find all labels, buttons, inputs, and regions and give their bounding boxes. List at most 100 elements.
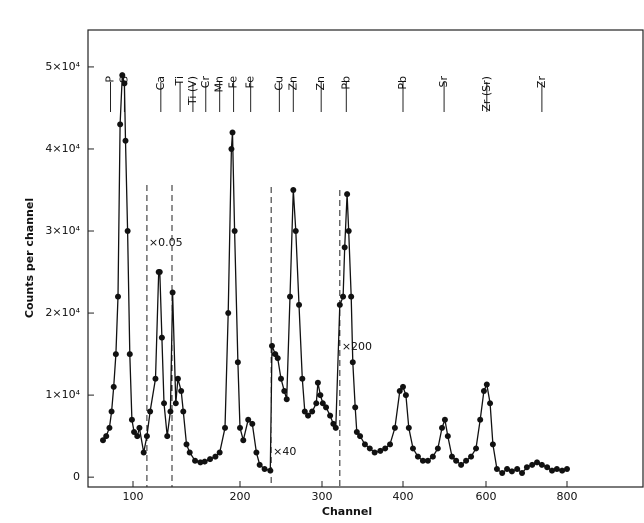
data-point <box>448 453 455 460</box>
data-point <box>274 355 281 362</box>
scale-change-label: ×200 <box>342 340 372 353</box>
data-point <box>207 456 214 463</box>
data-point <box>112 351 119 358</box>
data-point <box>514 465 521 472</box>
x-tick-label: 100 <box>123 490 144 503</box>
data-point <box>136 424 143 431</box>
element-label: P <box>104 76 117 83</box>
data-point <box>299 375 306 382</box>
element-label: Fe <box>227 76 240 89</box>
data-point <box>174 375 181 382</box>
data-point <box>458 461 465 468</box>
element-label: Pb <box>339 76 352 90</box>
data-point <box>237 424 243 431</box>
data-point <box>319 400 326 407</box>
data-point <box>434 445 441 452</box>
data-point <box>327 412 334 419</box>
data-point <box>529 461 536 468</box>
data-point <box>353 429 360 436</box>
data-point <box>453 457 460 464</box>
data-point <box>564 465 570 472</box>
data-point <box>441 416 448 423</box>
element-label: Zr (Sr) <box>480 76 493 112</box>
element-label: Ca <box>154 76 167 90</box>
y-tick-label: 3×10⁴ <box>45 224 80 237</box>
y-axis-label: Counts per channel <box>23 198 36 318</box>
data-point <box>140 449 147 456</box>
data-point <box>124 228 131 235</box>
data-point <box>400 383 406 390</box>
data-point <box>387 441 394 448</box>
data-point <box>487 400 494 407</box>
data-point <box>119 72 126 79</box>
x-tick-label: 300 <box>312 490 333 503</box>
data-point <box>103 433 110 440</box>
data-point <box>122 137 129 144</box>
data-point <box>292 228 299 235</box>
data-point <box>192 457 199 464</box>
y-tick-label: 5×10⁴ <box>45 60 80 73</box>
data-point <box>323 404 330 411</box>
data-point <box>348 293 355 300</box>
scale-change-label: ×0.05 <box>149 236 183 249</box>
data-point <box>121 80 128 87</box>
data-point <box>134 433 141 440</box>
data-point <box>115 293 121 300</box>
x-tick-label: 400 <box>393 490 414 503</box>
data-point <box>553 465 560 472</box>
data-point <box>504 465 511 472</box>
element-label: Ti <box>173 76 186 86</box>
data-point <box>468 453 475 460</box>
data-point <box>499 470 506 477</box>
data-point <box>156 269 163 276</box>
data-point <box>234 359 241 366</box>
data-point <box>126 351 133 358</box>
data-point <box>222 424 229 431</box>
data-point <box>352 404 359 411</box>
data-point <box>357 433 364 440</box>
plot-frame <box>87 29 644 488</box>
data-point <box>534 459 541 466</box>
element-label: Pb <box>396 76 409 90</box>
data-point <box>371 449 378 456</box>
data-point <box>256 461 263 468</box>
data-point <box>439 424 446 431</box>
data-point <box>106 424 113 431</box>
data-point <box>377 447 384 454</box>
data-point <box>147 408 154 415</box>
data-point <box>253 449 260 456</box>
data-point <box>100 437 106 444</box>
y-tick-label: 4×10⁴ <box>45 142 80 155</box>
data-point <box>405 424 412 431</box>
data-point <box>117 121 124 128</box>
data-point <box>178 388 185 395</box>
data-point <box>152 375 159 382</box>
data-point <box>278 375 284 382</box>
data-point <box>477 416 484 423</box>
y-tick-label: 2×10⁴ <box>45 306 80 319</box>
data-point <box>245 416 252 423</box>
data-point <box>483 381 490 388</box>
x-tick-label: 200 <box>230 490 251 503</box>
data-point <box>419 457 426 464</box>
data-point <box>283 396 290 403</box>
data-point <box>228 145 235 152</box>
data-point <box>169 289 176 296</box>
x-axis-label: Channel <box>322 505 372 518</box>
data-point <box>108 408 115 415</box>
data-point <box>489 441 496 448</box>
data-point <box>559 467 566 474</box>
data-point <box>336 301 343 308</box>
data-point <box>317 392 324 399</box>
element-label: Zr <box>535 76 548 89</box>
data-point <box>143 433 150 440</box>
data-point <box>523 464 530 471</box>
data-point <box>313 400 320 407</box>
data-point <box>267 467 274 474</box>
element-label: Zn <box>286 76 299 91</box>
data-point <box>249 420 256 427</box>
data-point <box>344 191 351 198</box>
x-tick-label: 800 <box>557 490 578 503</box>
data-point <box>519 470 526 477</box>
data-point <box>268 342 275 349</box>
